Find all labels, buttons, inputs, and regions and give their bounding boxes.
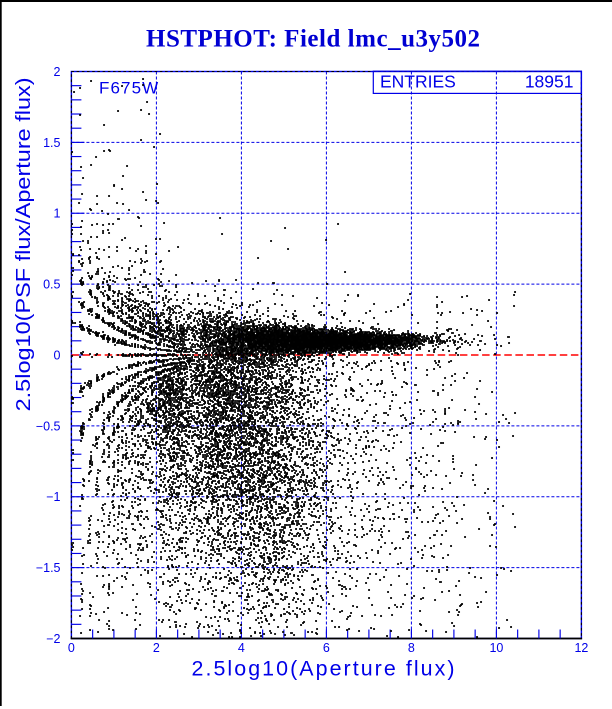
svg-text:−1: −1: [46, 490, 60, 504]
svg-text:1.5: 1.5: [43, 136, 60, 150]
svg-text:18951: 18951: [525, 72, 574, 92]
svg-text:6: 6: [323, 641, 330, 655]
svg-text:10: 10: [489, 641, 503, 655]
svg-text:2.5log10(PSF flux/Aperture flu: 2.5log10(PSF flux/Aperture flux): [12, 77, 35, 411]
svg-text:8: 8: [408, 641, 415, 655]
svg-text:HSTPHOT: Field lmc_u3y502: HSTPHOT: Field lmc_u3y502: [146, 25, 480, 52]
svg-text:4: 4: [238, 641, 245, 655]
svg-text:2: 2: [153, 641, 160, 655]
svg-text:−0.5: −0.5: [36, 419, 61, 433]
svg-text:−1.5: −1.5: [36, 561, 61, 575]
svg-text:1: 1: [54, 207, 61, 221]
svg-text:ENTRIES: ENTRIES: [380, 72, 456, 92]
svg-text:0.5: 0.5: [43, 278, 60, 292]
svg-text:0: 0: [54, 348, 61, 362]
svg-text:2: 2: [54, 65, 61, 79]
svg-text:F675W: F675W: [99, 79, 159, 98]
svg-text:12: 12: [574, 641, 588, 655]
svg-text:2.5log10(Aperture flux): 2.5log10(Aperture flux): [192, 657, 455, 681]
svg-text:−2: −2: [46, 632, 60, 646]
svg-text:0: 0: [68, 641, 75, 655]
